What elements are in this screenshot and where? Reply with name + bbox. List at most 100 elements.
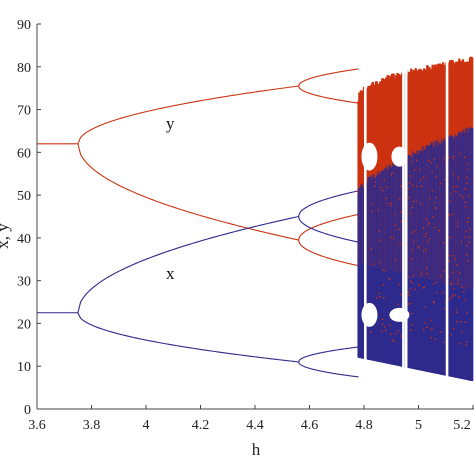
chaos-point [390,173,392,176]
y-upper-split-a [298,68,359,87]
chaos-point [430,319,432,321]
chaos-point [409,288,412,290]
chaos-point [377,169,380,171]
chaos-point [378,230,380,233]
chaos-point [400,220,403,223]
chaos-point [435,175,437,178]
chaos-point [407,196,410,199]
chaos-point [465,344,467,346]
chaos-point [385,329,387,332]
chaos-point [378,170,381,173]
chaos-point [456,225,459,228]
chaos-point [410,212,412,215]
chaos-point [451,295,453,298]
chaos-point [444,178,446,181]
chaos-point [433,202,435,204]
chaos-point [449,298,451,300]
y-tick-label: 80 [17,61,31,76]
chaos-point [432,300,435,303]
chaos-point [379,153,382,156]
chaos-point [383,297,385,299]
chaos-point [390,333,392,335]
chaos-point [417,246,420,248]
chaos-point [389,277,391,280]
chaos-point [411,324,414,326]
chaos-point [390,236,392,238]
chaos-point [423,176,425,179]
chaos-point [460,241,463,243]
chaos-point [430,328,432,331]
chaos-point [398,283,400,286]
chaos-point [453,190,456,193]
chaos-point [400,185,402,187]
chaos-point [389,205,392,207]
chaos-point [394,224,397,227]
chaos-point [382,269,384,271]
chaos-point [420,271,423,273]
chaos-point [432,216,434,218]
chaos-point [384,269,387,272]
chaos-point [453,287,455,290]
chaos-point [439,182,442,185]
chaos-point [453,327,455,330]
chaos-point [382,284,385,286]
chaos-point [428,237,431,240]
periodic-window [404,58,408,388]
chaos-point [466,221,468,223]
y-tick-label: 60 [17,146,31,161]
chaos-point [425,218,428,220]
chaos-point [420,179,422,182]
chaos-point [428,160,430,162]
chaos-point [439,275,442,277]
chaos-point [386,203,389,205]
chaos-point [459,153,462,155]
x-tick-label: 4.4 [246,418,264,433]
chaos-point [412,200,415,203]
chaos-point [411,282,414,284]
x-lower-split-b [298,361,359,378]
chaos-point [452,293,454,296]
chaos-point [452,186,455,188]
chaos-point [425,232,427,235]
chaos-point [408,294,410,296]
chaos-point [404,201,406,203]
x-axis-label: h [252,440,261,459]
chaos-point [414,169,416,171]
chaos-point [434,338,436,340]
chaos-point [449,200,452,203]
chaos-point [435,196,438,199]
chaos-point [415,200,418,203]
chaos-point [418,284,420,286]
chaos-point [399,244,401,246]
chaos-point [450,333,452,336]
chaos-point [466,163,469,165]
chaos-point [377,163,379,165]
chaos-point [422,287,424,289]
chaos-point [448,260,450,263]
chaos-point [466,176,468,179]
y-lower-branch [77,143,299,241]
chaos-point [394,333,397,335]
chaos-point [426,273,428,275]
chaos-point [468,241,470,243]
chaos-point [464,201,467,203]
chaos-point [379,186,382,189]
chaos-point [388,278,390,281]
chaos-point [444,302,447,304]
chaos-point [422,328,425,331]
chaos-point [412,275,414,278]
chaos-point [385,197,387,200]
chaos-point [461,286,463,289]
chaos-point [410,161,413,163]
chaos-point [467,260,469,262]
chaos-point [430,161,432,164]
chaos-point [456,321,458,323]
chaos-point [440,331,443,333]
periodic-window [445,58,449,388]
chaos-point [379,239,382,241]
chaos-point [460,320,462,323]
chaos-point [434,207,437,210]
chaos-point [390,202,392,205]
chaos-point [379,295,381,298]
